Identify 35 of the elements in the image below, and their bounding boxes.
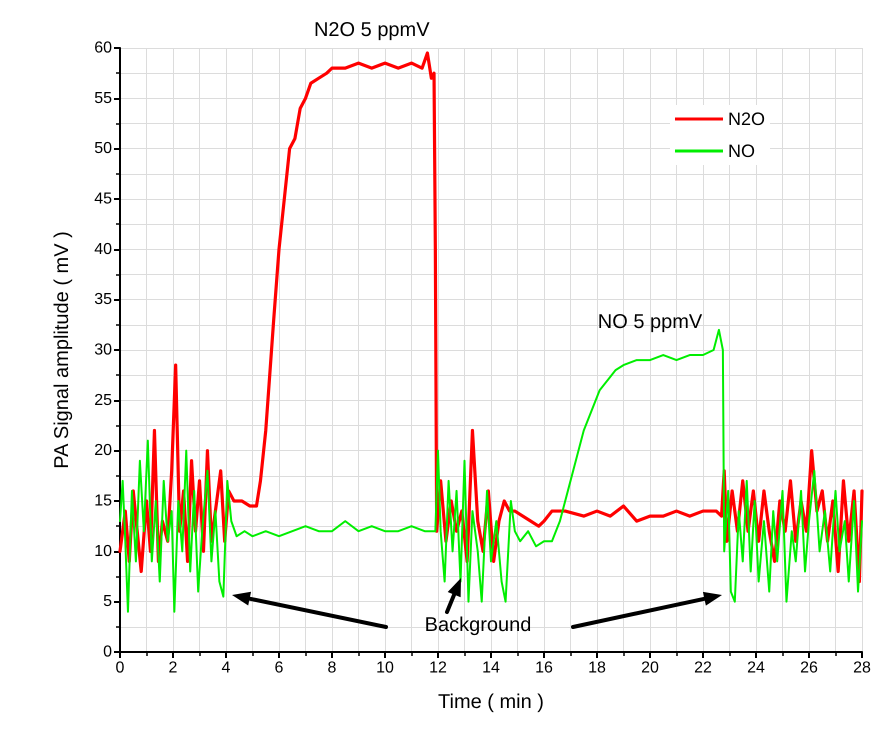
x-tick-label: 0 (116, 660, 125, 676)
y-tick-label: 15 (94, 492, 112, 510)
x-axis-title: Time ( min ) (438, 691, 544, 713)
y-tick-label: 20 (94, 442, 112, 460)
x-tick-label: 26 (800, 660, 818, 676)
x-tick-label: 20 (641, 660, 659, 676)
y-tick-label: 30 (94, 342, 112, 358)
x-tick-label: 8 (328, 660, 337, 676)
y-tick-label: 5 (103, 593, 112, 610)
y-tick-label: 35 (94, 291, 112, 308)
y-tick-label: 40 (94, 240, 112, 258)
y-tick-label: 55 (94, 90, 112, 107)
x-tick-label: 12 (429, 660, 447, 676)
x-tick-label: 2 (168, 660, 178, 676)
x-tick-label: 6 (274, 660, 284, 676)
annotation: Background (424, 614, 532, 636)
x-tick-label: 24 (747, 660, 765, 676)
y-tick-label: 45 (94, 190, 112, 208)
y-tick-label: 10 (94, 542, 112, 560)
annotation: N2O 5 ppmV (314, 19, 430, 42)
legend-label: N2O (728, 109, 766, 129)
y-tick-label: 25 (94, 392, 112, 409)
y-tick-label: 0 (103, 644, 112, 660)
x-tick-label: 14 (482, 660, 500, 676)
legend-label: NO (728, 141, 755, 161)
y-tick-label: 60 (94, 40, 112, 56)
y-axis-title: PA Signal amplitude ( mV ) (51, 231, 73, 469)
x-tick-label: 18 (588, 660, 606, 676)
annotation: NO 5 ppmV (598, 311, 703, 334)
x-tick-label: 4 (222, 660, 231, 676)
x-tick-label: 16 (535, 660, 553, 676)
x-tick-label: 22 (694, 660, 712, 676)
x-tick-label: 28 (853, 660, 871, 676)
x-tick-label: 10 (376, 660, 394, 676)
y-tick-label: 50 (94, 140, 112, 158)
